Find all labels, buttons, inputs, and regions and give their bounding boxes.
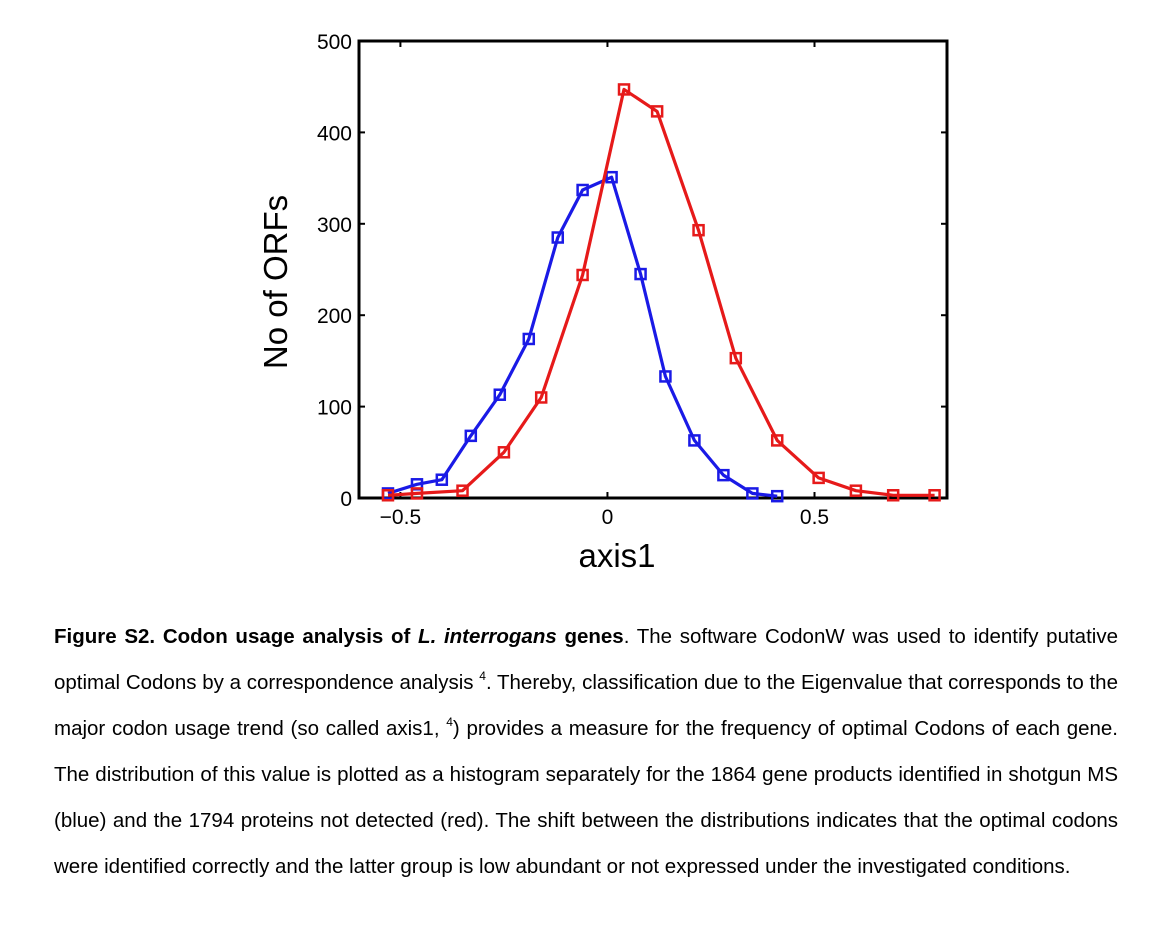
series-0 xyxy=(381,170,784,503)
data-point xyxy=(849,484,863,497)
data-point xyxy=(381,489,395,502)
data-point xyxy=(886,489,900,502)
caption-label: Figure S2. Codon usage analysis of L. in… xyxy=(54,625,624,648)
plot-frame xyxy=(357,39,949,500)
data-point xyxy=(634,267,647,281)
data-point xyxy=(659,370,672,383)
series-layer xyxy=(381,83,941,503)
y-axis: 0 100 200 300 400 500 xyxy=(317,31,947,511)
caption-paragraph: Figure S2. Codon usage analysis of L. in… xyxy=(54,614,1118,890)
y-tick-label: 200 xyxy=(317,305,352,328)
figure-caption: Figure S2. Codon usage analysis of L. in… xyxy=(54,614,1118,890)
data-point xyxy=(576,268,589,282)
series-1 xyxy=(381,83,941,502)
plot-box xyxy=(357,39,949,500)
data-point xyxy=(928,489,941,502)
data-point xyxy=(464,429,478,443)
y-tick-label: 400 xyxy=(317,122,352,145)
series-line xyxy=(387,175,778,498)
series-line xyxy=(387,87,935,497)
x-axis-title: axis1 xyxy=(578,537,655,574)
data-point xyxy=(551,231,565,244)
data-point xyxy=(493,388,507,401)
y-tick-label: 100 xyxy=(317,397,352,420)
caption-text-3: ) provides a measure for the frequency o… xyxy=(54,717,1118,878)
x-axis: −0.5 0 0.5 xyxy=(380,41,829,529)
data-point xyxy=(456,484,469,497)
y-tick-label: 300 xyxy=(317,214,352,237)
x-tick-label: 0.5 xyxy=(800,506,829,529)
data-point xyxy=(605,170,618,184)
data-point xyxy=(692,223,705,237)
codon-usage-chart: 0 100 200 300 400 500 −0.5 0 0.5 axis1 No of OR… xyxy=(257,31,949,574)
data-point xyxy=(617,83,631,96)
reference-1: 4 xyxy=(479,669,486,683)
y-tick-label: 0 xyxy=(340,488,352,511)
data-point xyxy=(717,468,730,482)
caption-text-2: . Thereby, classification due to the Eig… xyxy=(54,671,1118,740)
data-point xyxy=(770,489,784,503)
y-tick-label: 500 xyxy=(317,31,352,54)
x-tick-label: −0.5 xyxy=(380,506,421,529)
x-tick-label: 0 xyxy=(602,506,614,529)
y-axis-title: No of ORFs xyxy=(257,195,294,369)
data-point xyxy=(812,471,825,485)
data-point xyxy=(770,434,784,447)
reference-2: 4 xyxy=(446,715,453,729)
data-point xyxy=(729,351,743,365)
data-point xyxy=(534,391,548,404)
data-point xyxy=(410,487,424,500)
data-point xyxy=(746,487,759,500)
data-point xyxy=(522,332,536,346)
data-point xyxy=(688,434,701,447)
caption-text-1: . The software CodonW was used to identi… xyxy=(54,625,1118,694)
data-point xyxy=(435,473,449,486)
data-point xyxy=(497,446,511,459)
data-point xyxy=(650,105,664,118)
caption-species: L. interrogans xyxy=(418,625,557,648)
data-point xyxy=(576,183,589,197)
